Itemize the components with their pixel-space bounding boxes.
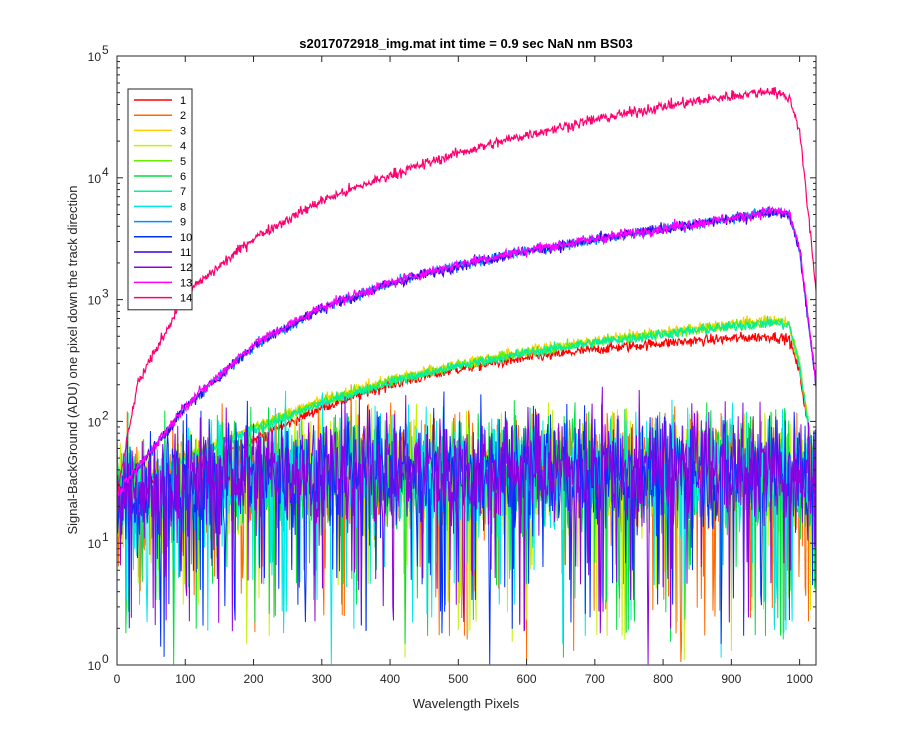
plot-frame <box>116 55 817 666</box>
legend-label-5: 5 <box>180 156 186 168</box>
x-tick-label: 800 <box>653 672 673 686</box>
legend-label-8: 8 <box>180 201 186 213</box>
legend-label-13: 13 <box>180 277 192 289</box>
legend-box <box>127 88 193 311</box>
series-7-line <box>116 315 817 498</box>
y-tick-exponent: 0 <box>102 652 109 666</box>
series-12-line <box>116 386 817 665</box>
legend-label-6: 6 <box>180 171 186 183</box>
y-tick-label: 10 <box>88 50 102 64</box>
x-tick-label: 600 <box>517 672 537 686</box>
legend-label-14: 14 <box>180 293 192 305</box>
legend-label-3: 3 <box>180 125 186 137</box>
y-tick-exponent: 3 <box>102 287 109 301</box>
legend-label-4: 4 <box>180 141 186 153</box>
legend-label-7: 7 <box>180 186 186 198</box>
y-tick-exponent: 5 <box>102 43 109 57</box>
x-tick-label: 700 <box>585 672 605 686</box>
y-tick-label: 10 <box>88 659 102 673</box>
x-axis-label: Wavelength Pixels <box>413 696 520 711</box>
x-tick-label: 1000 <box>786 672 813 686</box>
y-tick-label: 10 <box>88 294 102 308</box>
legend-label-2: 2 <box>180 110 186 122</box>
y-tick-label: 10 <box>88 537 102 551</box>
y-tick-exponent: 2 <box>102 408 109 422</box>
y-tick-label: 10 <box>88 172 102 186</box>
x-tick-label: 400 <box>380 672 400 686</box>
x-tick-label: 200 <box>244 672 264 686</box>
x-tick-label: 500 <box>448 672 468 686</box>
x-tick-label: 900 <box>721 672 741 686</box>
series-13-line <box>116 205 817 497</box>
legend-label-1: 1 <box>180 95 186 107</box>
x-tick-label: 0 <box>114 672 121 686</box>
legend-label-12: 12 <box>180 262 192 274</box>
x-tick-label: 300 <box>312 672 332 686</box>
series-layer <box>116 87 817 665</box>
y-tick-label: 10 <box>88 415 102 429</box>
legend-label-11: 11 <box>180 247 191 259</box>
x-tick-label: 100 <box>175 672 195 686</box>
chart-title: s2017072918_img.mat int time = 0.9 sec N… <box>299 36 633 51</box>
legend-label-9: 9 <box>180 217 186 229</box>
y-tick-exponent: 1 <box>102 530 109 544</box>
legend-label-10: 10 <box>180 232 192 244</box>
y-axis-label: Signal-BackGround (ADU) one pixel down t… <box>65 185 80 534</box>
series-14-line <box>116 87 817 494</box>
y-tick-exponent: 4 <box>102 165 109 179</box>
